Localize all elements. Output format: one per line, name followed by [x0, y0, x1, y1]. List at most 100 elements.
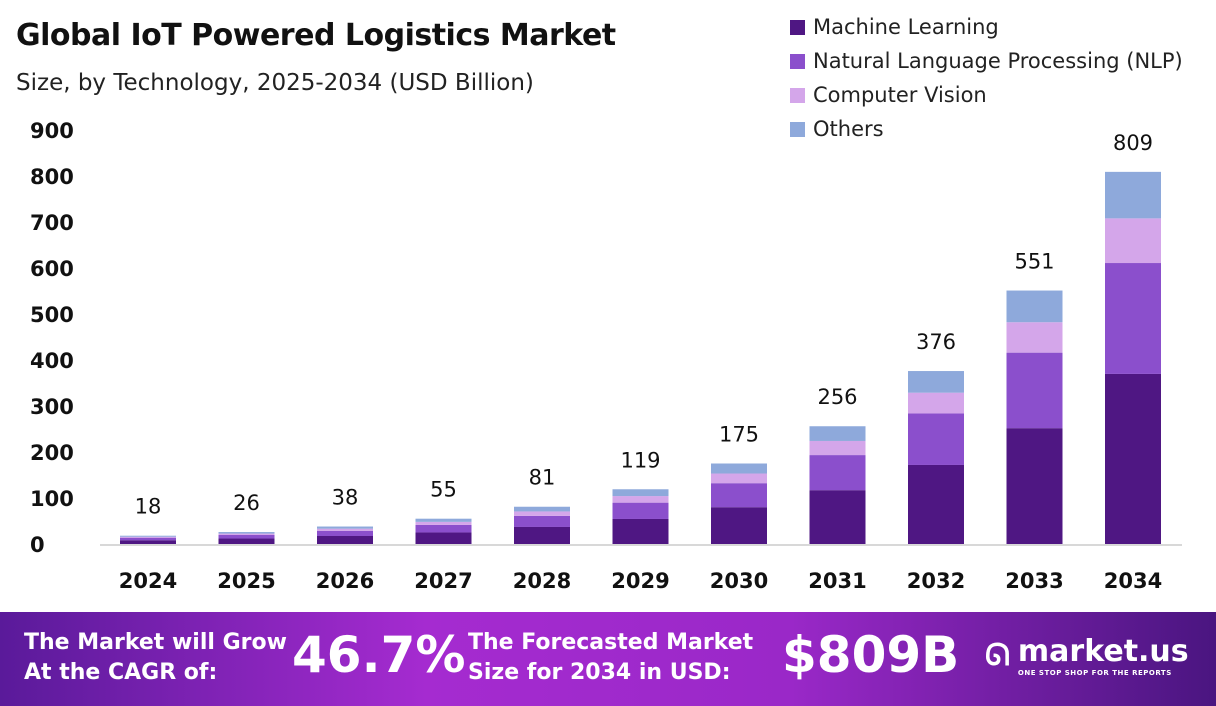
bar-segment — [317, 530, 373, 536]
bar-segment — [1105, 171, 1161, 219]
x-tick-label: 2027 — [414, 569, 472, 593]
y-tick-label: 900 — [30, 119, 74, 143]
legend-label: Computer Vision — [813, 83, 987, 107]
y-tick-label: 300 — [30, 395, 74, 419]
x-tick-label: 2029 — [611, 569, 669, 593]
bar-segment — [711, 463, 767, 474]
bar-segment — [415, 521, 472, 525]
cagr-label: The Market will Grow At the CAGR of: — [24, 628, 287, 688]
bar-segment — [120, 536, 176, 538]
x-tick-label: 2025 — [217, 569, 275, 593]
x-tick-label: 2026 — [316, 569, 374, 593]
y-tick-label: 700 — [30, 211, 74, 235]
bar-segment — [1006, 290, 1063, 323]
bar-segment — [612, 502, 669, 519]
total-label: 55 — [430, 478, 457, 502]
bar-segment — [514, 526, 570, 544]
bar-segment — [1105, 373, 1161, 544]
cagr-label-line1: The Market will Grow — [24, 630, 287, 655]
legend-swatch — [790, 121, 805, 137]
bar-segment — [908, 392, 964, 414]
bar-segment — [317, 535, 373, 544]
forecast-value: $809B — [782, 626, 960, 684]
forecast-label-line1: The Forecasted Market — [468, 630, 754, 655]
total-label: 809 — [1113, 131, 1153, 155]
brand-name: market.us — [1017, 634, 1189, 669]
bar-segment — [612, 489, 669, 497]
y-tick-label: 800 — [30, 165, 74, 189]
y-tick-label: 600 — [30, 257, 74, 281]
total-label: 18 — [135, 495, 162, 519]
chart-area: 0 100 200 300 400 500 600 700 800 900 18 2024 26 2025… — [30, 119, 1182, 593]
legend-label: Machine Learning — [813, 15, 999, 39]
bar-segment — [908, 464, 964, 544]
x-tick-label: 2032 — [907, 569, 965, 593]
total-label: 551 — [1014, 250, 1054, 274]
bar-segment — [612, 496, 669, 503]
x-tick-label: 2031 — [808, 569, 866, 593]
x-tick-label: 2033 — [1005, 569, 1063, 593]
forecast-label: The Forecasted Market Size for 2034 in US… — [468, 628, 753, 688]
bar-segment — [514, 506, 570, 512]
bar-segment — [809, 426, 866, 441]
bar-segment — [1105, 218, 1161, 264]
total-label: 256 — [817, 385, 857, 409]
x-tick-label: 2024 — [119, 569, 177, 593]
legend: Machine Learning Natural Language Process… — [790, 10, 1183, 146]
legend-item: Others — [790, 112, 1183, 146]
forecast-label-line2: Size for 2034 in USD: — [468, 660, 731, 685]
x-tick-label: 2030 — [710, 569, 768, 593]
bar-segment — [809, 490, 866, 544]
bar-segment — [218, 534, 275, 539]
legend-swatch — [790, 87, 805, 103]
legend-item: Computer Vision — [790, 78, 1183, 112]
y-tick-label: 400 — [30, 349, 74, 373]
cagr-value: 46.7% — [292, 626, 466, 684]
bar-segment — [612, 518, 669, 544]
bar-segment — [1105, 263, 1161, 374]
bar-segment — [120, 535, 176, 537]
chart-subtitle: Size, by Technology, 2025-2034 (USD Bill… — [16, 70, 534, 96]
bar-segment — [317, 528, 373, 531]
y-tick-label: 500 — [30, 303, 74, 327]
total-label: 175 — [719, 423, 759, 447]
bar-segment — [218, 538, 275, 544]
footer-banner: The Market will Grow At the CAGR of: 46.7… — [0, 612, 1216, 706]
y-tick-label: 0 — [30, 533, 45, 557]
bar-segment — [809, 440, 866, 456]
bar-segment — [120, 540, 176, 544]
bar-segment — [1006, 428, 1063, 544]
bar-segment — [415, 524, 472, 533]
total-label: 119 — [620, 448, 660, 472]
bar-segment — [1006, 352, 1063, 429]
bar-segment — [711, 507, 767, 544]
bar-segment — [120, 537, 176, 541]
total-label: 38 — [332, 486, 359, 510]
total-label: 81 — [529, 466, 556, 490]
bar-segment — [1006, 322, 1063, 353]
bar-segment — [514, 515, 570, 527]
bar-segment — [218, 533, 275, 535]
bar-segment — [908, 413, 964, 465]
chart-title: Global IoT Powered Logistics Market — [16, 18, 616, 53]
legend-label: Natural Language Processing (NLP) — [813, 49, 1183, 73]
legend-swatch — [790, 19, 805, 35]
legend-label: Others — [813, 117, 884, 141]
bar-segment — [317, 526, 373, 529]
bar-segment — [711, 483, 767, 508]
brand-tagline: ONE STOP SHOP FOR THE REPORTS — [1017, 669, 1172, 677]
legend-item: Machine Learning — [790, 10, 1183, 44]
legend-swatch — [790, 53, 805, 69]
cagr-label-line2: At the CAGR of: — [24, 660, 218, 685]
bar-segment — [514, 511, 570, 516]
total-label: 376 — [916, 330, 956, 354]
bar-segment — [711, 473, 767, 484]
total-label: 26 — [233, 491, 260, 515]
bar-segment — [415, 518, 472, 522]
bar-segment — [908, 371, 964, 393]
x-tick-label: 2028 — [513, 569, 571, 593]
bar-segment — [218, 532, 275, 534]
logo-icon: ᘏ — [985, 638, 1010, 673]
y-tick-label: 100 — [30, 487, 74, 511]
x-tick-label: 2034 — [1104, 569, 1162, 593]
